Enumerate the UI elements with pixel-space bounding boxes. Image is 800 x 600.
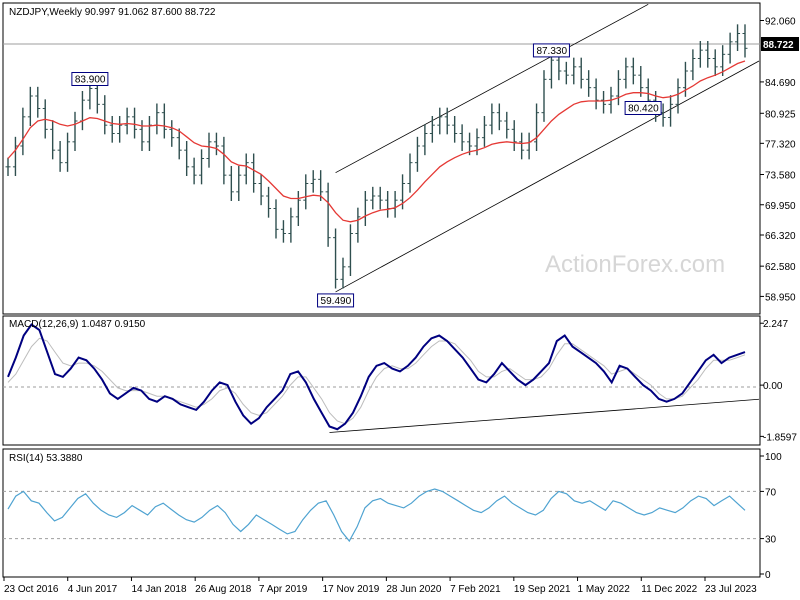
price-panel-title: NZDJPY,Weekly 90.997 91.062 87.600 88.72… (9, 7, 216, 18)
price-y-tick-label: 58.950 (765, 292, 796, 303)
rsi-y-tick-label: 0 (765, 570, 771, 581)
macd-panel-title: MACD(12,26,9) 1.0487 0.9150 (9, 319, 146, 330)
x-tick-label: 23 Oct 2016 (4, 584, 59, 595)
x-tick-label: 1 May 2022 (578, 584, 631, 595)
x-tick-label: 19 Sep 2021 (514, 584, 571, 595)
x-tick-label: 14 Jan 2018 (131, 584, 186, 595)
x-tick-label: 23 Jul 2023 (705, 584, 757, 595)
moving-average-line (7, 60, 746, 223)
price-y-tick-label: 84.690 (765, 78, 796, 89)
macd-line (7, 323, 746, 431)
macd-y-tick-label: 0.00 (763, 381, 783, 392)
x-tick-label: 26 Aug 2018 (195, 584, 252, 595)
price-y-tick-label: 66.320 (765, 231, 796, 242)
price-y-tick-label: 92.060 (765, 17, 796, 28)
price-annotation-box (532, 43, 570, 58)
rsi-y-tick-label: 100 (765, 452, 782, 463)
price-annotation-label: 80.420 (628, 104, 659, 115)
x-tick-label: 7 Apr 2019 (259, 584, 308, 595)
x-tick-label: 17 Nov 2019 (323, 584, 380, 595)
rsi-y-tick-label: 30 (765, 535, 777, 546)
price-annotation-label: 83.900 (75, 75, 106, 86)
rsi-line (7, 488, 746, 543)
x-tick-label: 28 Jun 2020 (386, 584, 441, 595)
price-panel-frame (2, 2, 761, 315)
rsi-y-tick-label: 70 (765, 487, 777, 498)
macd-y-tick-label: -1.8597 (763, 432, 797, 443)
price-annotation-box (624, 101, 662, 115)
price-y-tick-label: 77.320 (765, 139, 796, 150)
price-y-tick-label: 69.950 (765, 201, 796, 212)
last-price-badge (761, 37, 799, 51)
macd-trendline (329, 398, 760, 433)
price-y-tick-label: 80.925 (765, 109, 796, 120)
rsi-panel-title: RSI(14) 53.3880 (9, 453, 83, 464)
price-y-tick-label: 62.580 (765, 262, 796, 273)
price-annotation-box (317, 293, 355, 308)
price-annotation-box (71, 72, 109, 86)
price-annotation-label: 87.330 (536, 46, 567, 57)
last-price-label: 88.722 (763, 40, 794, 51)
x-tick-label: 11 Dec 2022 (641, 584, 697, 595)
x-tick-label: 7 Feb 2021 (450, 584, 501, 595)
price-annotation-label: 59.490 (321, 296, 352, 307)
channel-lower-line (335, 60, 760, 293)
rsi-panel-frame (2, 448, 761, 578)
watermark: ActionForex.com (545, 251, 725, 278)
x-tick-label: 4 Jun 2017 (68, 584, 118, 595)
macd-panel-frame (2, 315, 761, 446)
macd-y-tick-label: 2.247 (763, 319, 788, 330)
price-y-tick-label: 73.580 (765, 171, 796, 182)
channel-upper-line (335, 3, 649, 174)
